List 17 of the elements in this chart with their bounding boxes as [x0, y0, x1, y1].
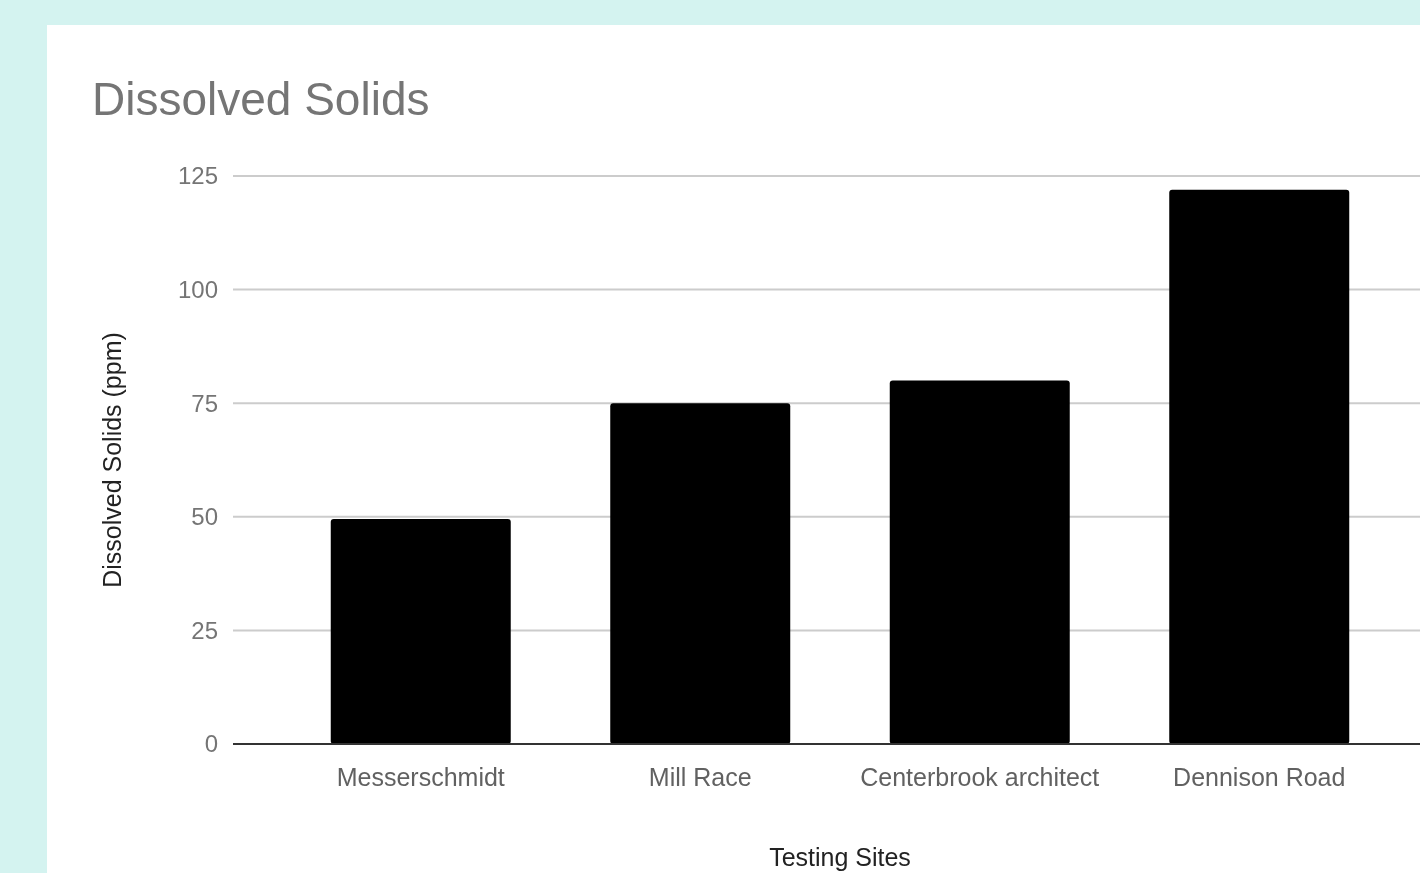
bar — [1169, 189, 1350, 744]
y-tick-label: 25 — [191, 616, 218, 644]
bar — [330, 519, 511, 744]
y-tick-label: 0 — [204, 730, 218, 758]
bar — [889, 380, 1070, 744]
x-tick-label: Messerschmidt — [336, 763, 505, 791]
x-tick-label: Mill Race — [648, 763, 752, 791]
chart-title: Dissolved Solids — [92, 73, 430, 125]
bar — [610, 403, 791, 744]
x-tick-label: Centerbrook architect — [860, 763, 1100, 791]
x-axis-title: Testing Sites — [769, 843, 911, 871]
y-axis-title: Dissolved Solids (ppm) — [98, 332, 126, 588]
y-tick-label: 75 — [191, 389, 218, 417]
y-tick-label: 50 — [191, 503, 218, 531]
x-tick-label: Dennison Road — [1173, 763, 1346, 791]
y-tick-label: 125 — [177, 162, 218, 190]
y-tick-label: 100 — [177, 276, 218, 303]
